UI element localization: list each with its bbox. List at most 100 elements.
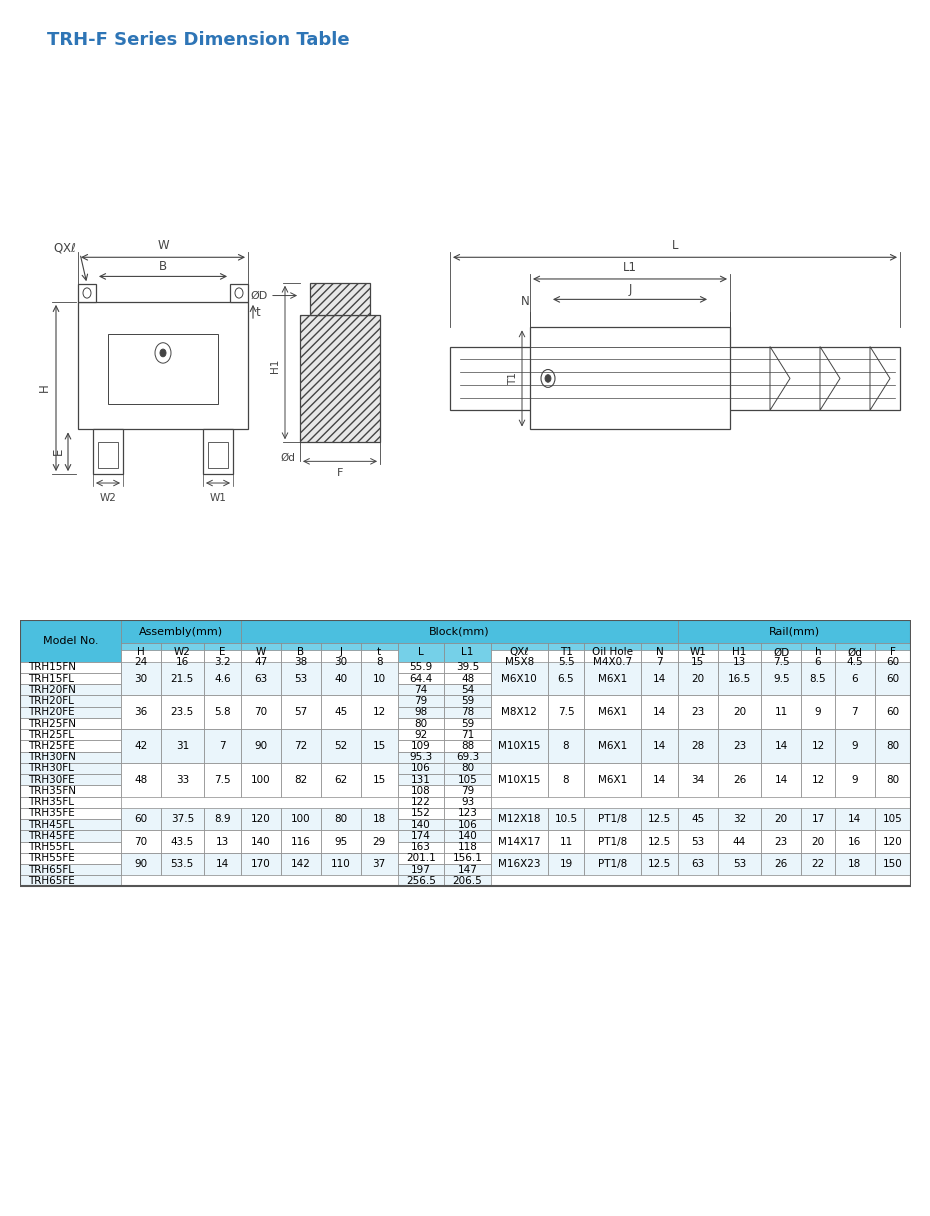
Text: Model No.: Model No. [43, 636, 99, 646]
Bar [802, 643, 834, 662]
Text: 23: 23 [733, 741, 746, 751]
Bar [204, 643, 241, 662]
Bar [445, 672, 491, 685]
Bar [491, 831, 548, 852]
Text: 7.5: 7.5 [214, 775, 231, 784]
Bar [641, 662, 678, 696]
Text: 34: 34 [691, 775, 704, 784]
Bar [281, 762, 321, 796]
Text: 20: 20 [811, 837, 825, 846]
Text: 95.3: 95.3 [409, 753, 432, 762]
Text: TRH30FE: TRH30FE [28, 775, 74, 784]
Text: 88: 88 [461, 741, 474, 751]
Text: TRH55FL: TRH55FL [28, 843, 73, 852]
Bar [584, 651, 641, 672]
Text: 60: 60 [134, 814, 147, 824]
Bar [445, 643, 491, 662]
Text: E: E [52, 447, 65, 455]
Text: TRH45FE: TRH45FE [28, 831, 74, 841]
Bar [718, 831, 762, 852]
Circle shape [160, 349, 166, 356]
Text: 12: 12 [811, 741, 825, 751]
Bar [445, 706, 491, 717]
Text: 109: 109 [411, 741, 431, 751]
Text: 100: 100 [291, 814, 311, 824]
Bar [641, 696, 678, 730]
Text: 9: 9 [851, 741, 858, 751]
Bar [281, 807, 321, 831]
Text: 21.5: 21.5 [171, 674, 194, 683]
Bar [548, 807, 584, 831]
Bar [397, 852, 445, 865]
Bar [445, 662, 491, 672]
Bar [718, 852, 762, 876]
Text: 26: 26 [733, 775, 746, 784]
Bar [445, 717, 491, 730]
Bar [204, 762, 241, 796]
Bar [678, 643, 718, 662]
Text: M10X15: M10X15 [498, 741, 540, 751]
Bar [802, 651, 834, 672]
Text: 118: 118 [458, 843, 477, 852]
Bar [321, 651, 361, 672]
Text: TRH20FE: TRH20FE [28, 708, 74, 717]
Text: 152: 152 [411, 809, 431, 818]
Text: PT1/8: PT1/8 [598, 858, 628, 869]
Text: 13: 13 [733, 657, 746, 666]
Bar [161, 651, 204, 672]
Text: 131: 131 [411, 775, 431, 784]
Text: M10X15: M10X15 [498, 775, 540, 784]
Bar [802, 831, 834, 852]
Text: 90: 90 [134, 858, 147, 869]
Bar [641, 852, 678, 876]
Text: 64.4: 64.4 [409, 674, 432, 683]
Text: F: F [337, 468, 343, 478]
Bar [397, 865, 445, 876]
Bar [20, 662, 121, 672]
Text: 54: 54 [461, 685, 474, 694]
Text: M6X1: M6X1 [598, 775, 628, 784]
Bar [678, 730, 718, 762]
Text: 7: 7 [851, 708, 858, 717]
Text: L: L [418, 647, 424, 658]
Bar [121, 651, 161, 672]
Text: 105: 105 [884, 814, 903, 824]
Text: Oil Hole: Oil Hole [592, 647, 633, 658]
Bar [361, 730, 397, 762]
Bar [78, 285, 96, 302]
Text: 42: 42 [134, 741, 147, 751]
Text: 8.9: 8.9 [214, 814, 231, 824]
Text: 60: 60 [886, 708, 899, 717]
Text: 3.2: 3.2 [214, 657, 231, 666]
Text: 36: 36 [134, 708, 147, 717]
Text: 163: 163 [411, 843, 431, 852]
Text: Ød: Ød [281, 452, 296, 462]
Bar [20, 741, 121, 751]
Text: 32: 32 [733, 814, 746, 824]
Bar [204, 651, 241, 672]
Text: M6X1: M6X1 [598, 741, 628, 751]
Bar [762, 643, 802, 662]
Text: 20: 20 [775, 814, 788, 824]
Bar [397, 831, 445, 841]
Text: 11: 11 [775, 708, 788, 717]
Text: 206.5: 206.5 [453, 876, 483, 886]
Text: 256.5: 256.5 [405, 876, 436, 886]
Bar [361, 807, 397, 831]
Text: 23.5: 23.5 [171, 708, 194, 717]
Text: 7.5: 7.5 [773, 657, 790, 666]
Bar [241, 696, 281, 730]
Bar [321, 730, 361, 762]
Text: 48: 48 [461, 674, 474, 683]
Text: 7: 7 [657, 657, 663, 666]
Text: 24: 24 [134, 657, 147, 666]
Bar [397, 820, 445, 831]
Text: 106: 106 [458, 820, 477, 829]
Text: TRH35FL: TRH35FL [28, 798, 73, 807]
Bar [300, 315, 380, 443]
Bar [875, 643, 911, 662]
Text: 12.5: 12.5 [648, 837, 671, 846]
Bar [802, 730, 834, 762]
Bar [321, 762, 361, 796]
Text: 100: 100 [251, 775, 271, 784]
